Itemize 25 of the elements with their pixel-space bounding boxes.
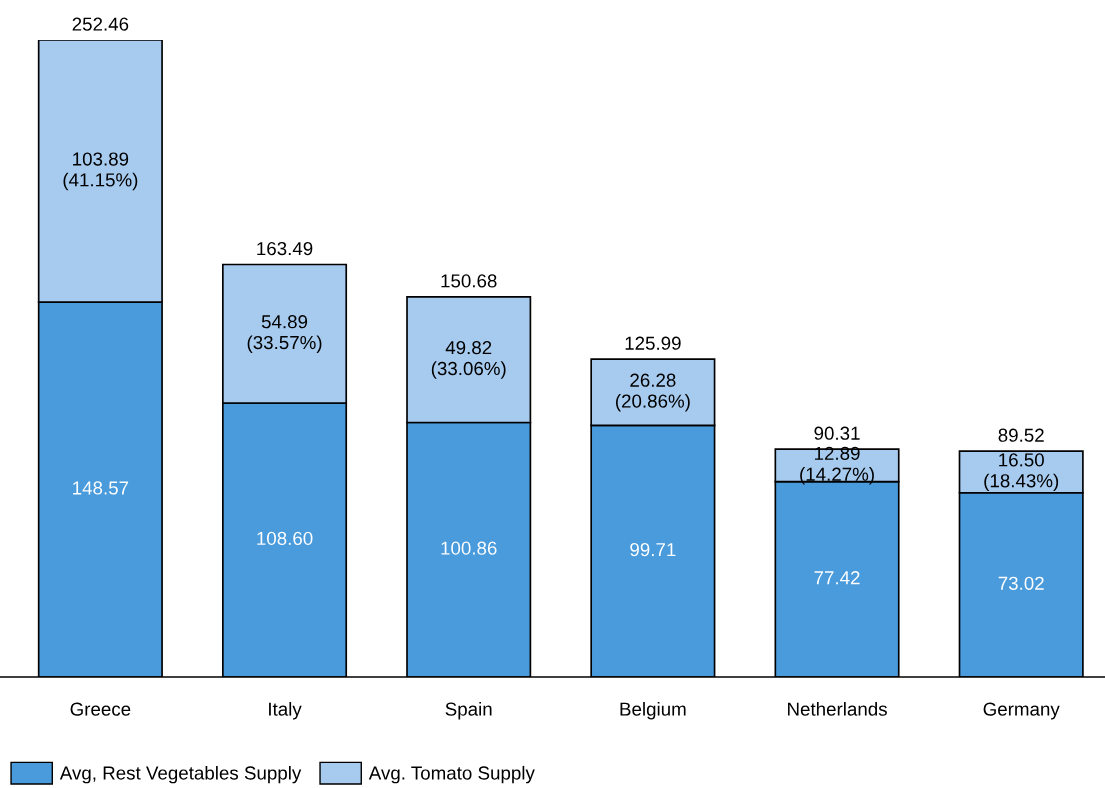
x-tick-label: Italy [269,702,302,720]
data-label: 54.89 (33.57%) [247,315,322,353]
x-tick-label: Spain [445,702,492,720]
data-label: 148.57 [73,481,129,495]
data-label: 26.28 (20.86%) [616,373,690,412]
data-label: 103.89 (41.15%) [63,152,138,191]
total-label: 89.52 [998,428,1044,442]
total-label: 90.31 [814,426,860,440]
x-tick-label: Germany [983,702,1060,720]
data-label: 16.50 (18.43%) [984,453,1059,492]
legend-label: Avg, Rest Vegetables Supply [59,765,302,784]
total-label: 125.99 [625,336,681,350]
data-label: 77.42 [814,571,860,585]
total-label: 252.46 [72,17,129,31]
data-label: 73.02 [998,576,1044,590]
x-tick-label: Netherlands [788,702,887,716]
legend-label: Avg. Tomato Supply [368,765,535,784]
x-tick-label: Greece [70,702,131,716]
data-label: 100.86 [441,541,497,555]
data-label: 49.82 (33.06%) [431,340,506,379]
data-label: 99.71 [630,542,676,557]
x-tick-label: Belgium [620,702,686,720]
total-label: 163.49 [257,241,313,256]
total-label: 150.68 [441,274,497,288]
data-label: 108.60 [257,531,313,546]
